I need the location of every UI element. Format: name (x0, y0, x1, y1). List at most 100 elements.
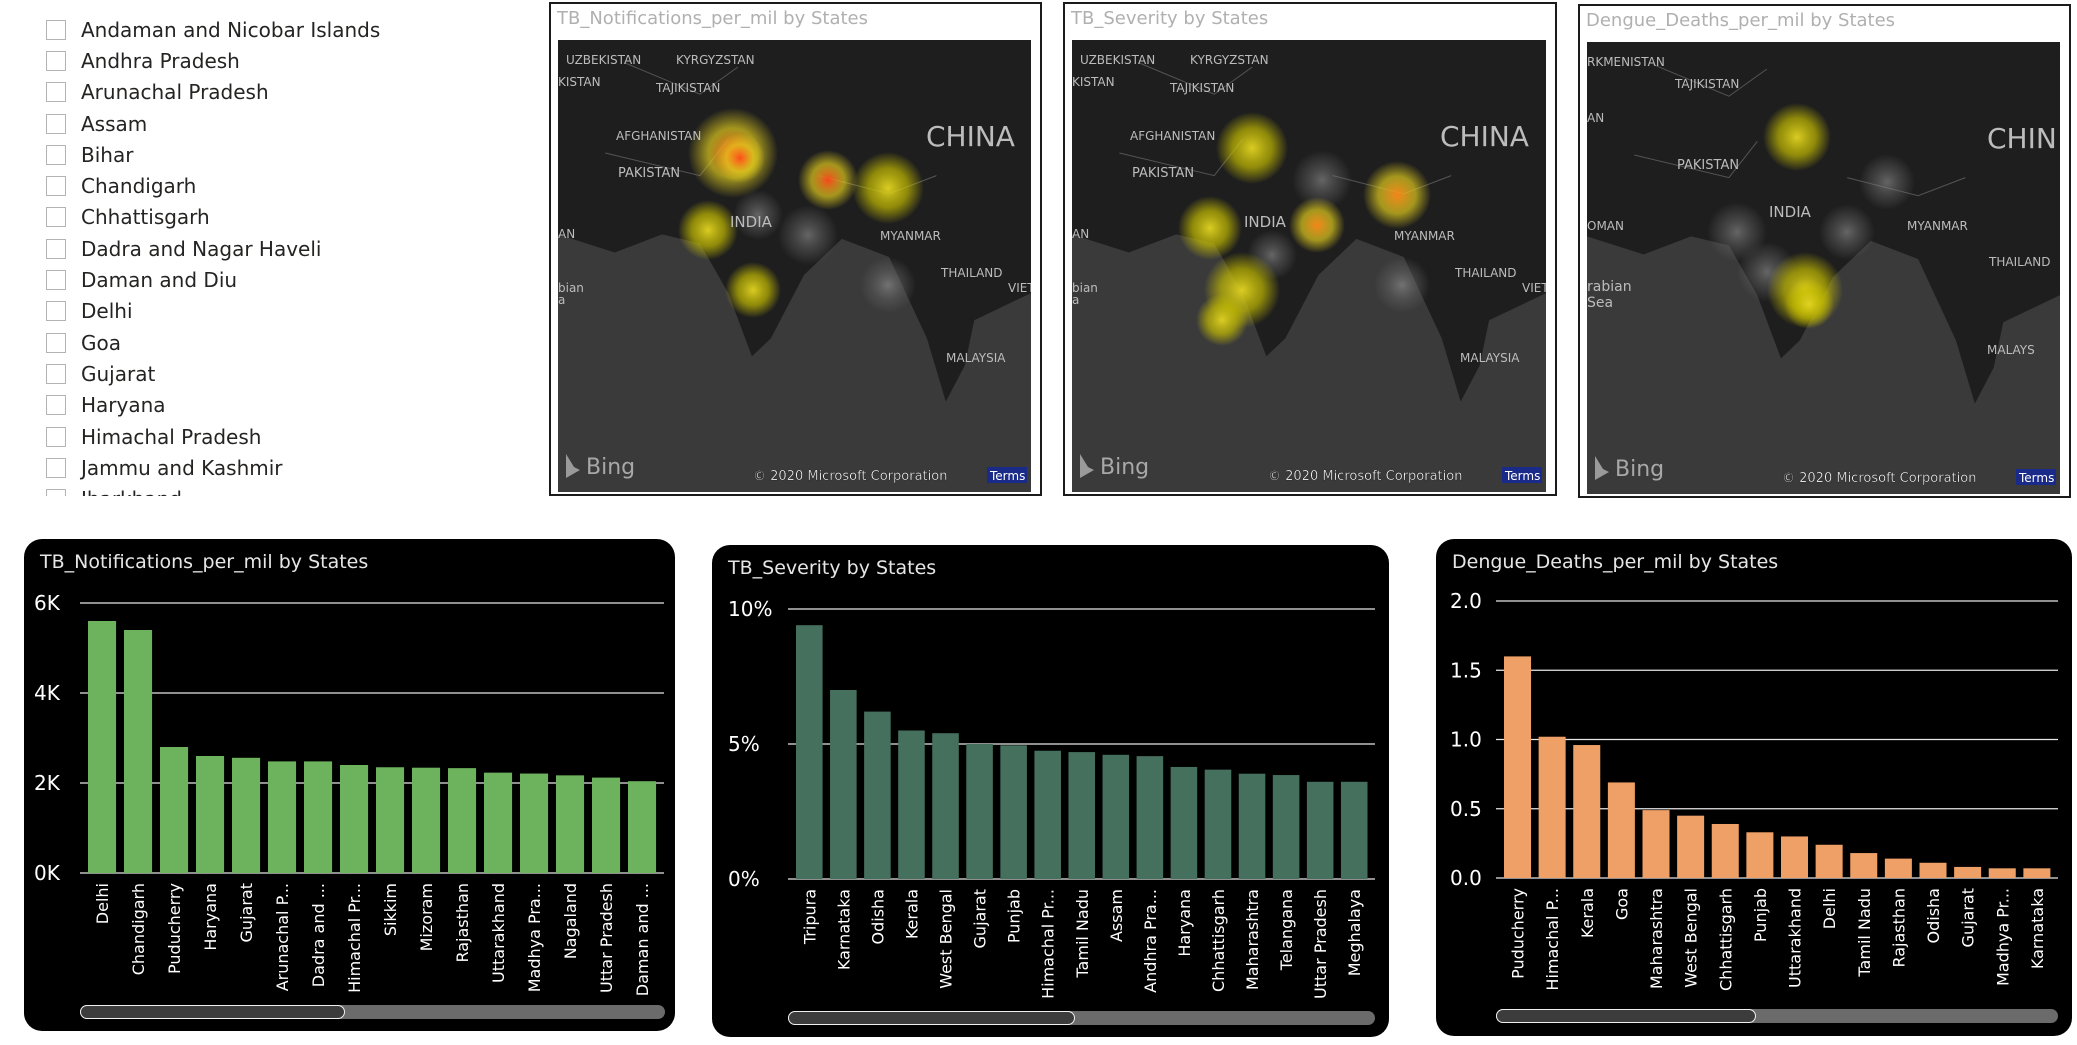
slicer-item[interactable]: Andaman and Nicobar Islands (40, 14, 510, 45)
slicer-checkbox[interactable] (46, 301, 66, 322)
bar (1102, 754, 1130, 879)
heat-halo (860, 257, 916, 313)
slicer-item[interactable]: Assam (40, 108, 510, 139)
tb-severity-map[interactable]: TB_Severity by States UZBEKISTAN KYRGYZST… (1063, 2, 1557, 496)
tb-notifications-map[interactable]: TB_Notifications_per_mil by States UZBEK… (549, 2, 1042, 496)
slicer-checkbox[interactable] (46, 144, 66, 165)
heat-hotspot (852, 152, 924, 224)
chart-scrollbar[interactable] (80, 1005, 665, 1019)
x-tick-label: Uttarakhand (489, 883, 508, 983)
map-country-label: bian (558, 281, 584, 295)
bar (232, 757, 261, 873)
map-country-label: THAILAND (940, 266, 1003, 280)
tb-notifications-bar-chart[interactable]: TB_Notifications_per_mil by States 0K 2K 4… (24, 539, 675, 1031)
slicer-item[interactable]: Haryana (40, 390, 510, 421)
bar (1850, 853, 1878, 878)
dengue-deaths-bar-chart[interactable]: Dengue_Deaths_per_mil by States 0.0 0.5 1.… (1436, 539, 2072, 1036)
slicer-checkbox[interactable] (46, 113, 66, 134)
map-country-label: KYRGYZSTAN (1190, 53, 1269, 67)
map-country-label: UZBEKISTAN (1080, 53, 1155, 67)
x-tick-label: Tamil Nadu (1855, 888, 1874, 978)
slicer-item[interactable]: Gujarat (40, 358, 510, 389)
slicer-item[interactable]: Jammu and Kashmir (40, 452, 510, 483)
slicer-item-label: Chandigarh (81, 174, 197, 199)
slicer-item[interactable]: Dadra and Nagar Haveli (40, 233, 510, 264)
scrollbar-thumb[interactable] (80, 1005, 345, 1019)
slicer-item[interactable]: Goa (40, 327, 510, 358)
x-tick-label: Uttar Pradesh (1311, 889, 1330, 999)
scrollbar-thumb[interactable] (788, 1011, 1075, 1025)
bing-logo: Bing (1595, 456, 1664, 482)
bar (1919, 862, 1947, 878)
slicer-item-label: Arunachal Pradesh (81, 80, 269, 105)
slicer-item[interactable]: Arunachal Pradesh (40, 77, 510, 108)
slicer-item-label: Andhra Pradesh (81, 48, 240, 73)
slicer-item-label: Andaman and Nicobar Islands (81, 17, 381, 42)
terms-bg (2016, 469, 2056, 485)
bar (124, 630, 153, 873)
x-tick-label: Himachal Pr... (1039, 889, 1058, 999)
slicer-item-label: Gujarat (81, 361, 156, 386)
bar (196, 756, 225, 873)
slicer-item[interactable]: Bihar (40, 139, 510, 170)
scrollbar-thumb[interactable] (1496, 1009, 1756, 1023)
x-tick-label: Gujarat (237, 883, 256, 942)
dengue-deaths-map[interactable]: Dengue_Deaths_per_mil by States RKMENIST… (1578, 4, 2071, 498)
bing-icon (1595, 456, 1609, 480)
slicer-checkbox[interactable] (46, 176, 66, 197)
map-country-label: MALAYS (1987, 343, 2035, 357)
heat-hotspot (715, 133, 765, 183)
slicer-checkbox[interactable] (46, 489, 66, 496)
state-slicer[interactable]: Andaman and Nicobar Islands Andhra Prades… (40, 14, 510, 496)
terms-link[interactable]: Terms (2018, 471, 2054, 485)
slicer-checkbox[interactable] (46, 332, 66, 353)
slicer-checkbox[interactable] (46, 238, 66, 259)
slicer-checkbox[interactable] (46, 82, 66, 103)
x-tick-label: Madhya Pra... (525, 883, 544, 992)
bar (412, 767, 441, 873)
map-canvas: RKMENISTAN TAJIKISTAN AN PAKISTAN CHIN INDIA O… (1587, 42, 2060, 494)
map-country-label: AN (1587, 111, 1604, 125)
x-tick-label: Punjab (1751, 888, 1770, 942)
slicer-item[interactable]: Himachal Pradesh (40, 421, 510, 452)
x-tick-label: Mizoram (417, 883, 436, 951)
slicer-item[interactable]: Jharkhand (40, 483, 510, 496)
tb-severity-bar-chart[interactable]: TB_Severity by States 0% 5% 10% Tripura Karn… (712, 545, 1389, 1037)
slicer-checkbox[interactable] (46, 19, 66, 40)
terms-link[interactable]: Terms (989, 469, 1025, 483)
bar (1204, 769, 1232, 879)
y-tick-label: 0.0 (1450, 866, 1482, 890)
map-title: Dengue_Deaths_per_mil by States (1586, 10, 1896, 31)
x-tick-label: Delhi (1820, 888, 1839, 929)
slicer-item[interactable]: Chhattisgarh (40, 202, 510, 233)
slicer-checkbox[interactable] (46, 426, 66, 447)
slicer-item[interactable]: Delhi (40, 296, 510, 327)
map-country-label: rabian (1587, 279, 1632, 295)
y-tick-label: 10% (728, 597, 772, 621)
slicer-checkbox[interactable] (46, 207, 66, 228)
slicer-checkbox[interactable] (46, 395, 66, 416)
slicer-item-label: Assam (81, 111, 148, 136)
bar (1746, 832, 1774, 878)
map-country-label: THAILAND (1988, 255, 2051, 269)
x-tick-label: Punjab (1005, 889, 1024, 943)
slicer-item[interactable]: Chandigarh (40, 170, 510, 201)
slicer-item[interactable]: Daman and Diu (40, 264, 510, 295)
slicer-checkbox[interactable] (46, 50, 66, 71)
x-tick-label: Andhra Pra... (1141, 889, 1160, 993)
slicer-item[interactable]: Andhra Pradesh (40, 45, 510, 76)
slicer-item-label: Delhi (81, 299, 133, 324)
bar (2023, 868, 2051, 878)
slicer-checkbox[interactable] (46, 270, 66, 291)
bar (1238, 773, 1266, 879)
x-tick-label: Chandigarh (129, 883, 148, 975)
bar (88, 621, 117, 873)
terms-link[interactable]: Terms (1504, 469, 1540, 483)
chart-scrollbar[interactable] (1496, 1009, 2058, 1023)
slicer-checkbox[interactable] (46, 363, 66, 384)
x-tick-label: Maharashtra (1647, 888, 1666, 989)
map-country-label: KISTAN (558, 75, 601, 89)
slicer-checkbox[interactable] (46, 457, 66, 478)
slicer-item-label: Jammu and Kashmir (81, 455, 283, 480)
chart-scrollbar[interactable] (788, 1011, 1375, 1025)
